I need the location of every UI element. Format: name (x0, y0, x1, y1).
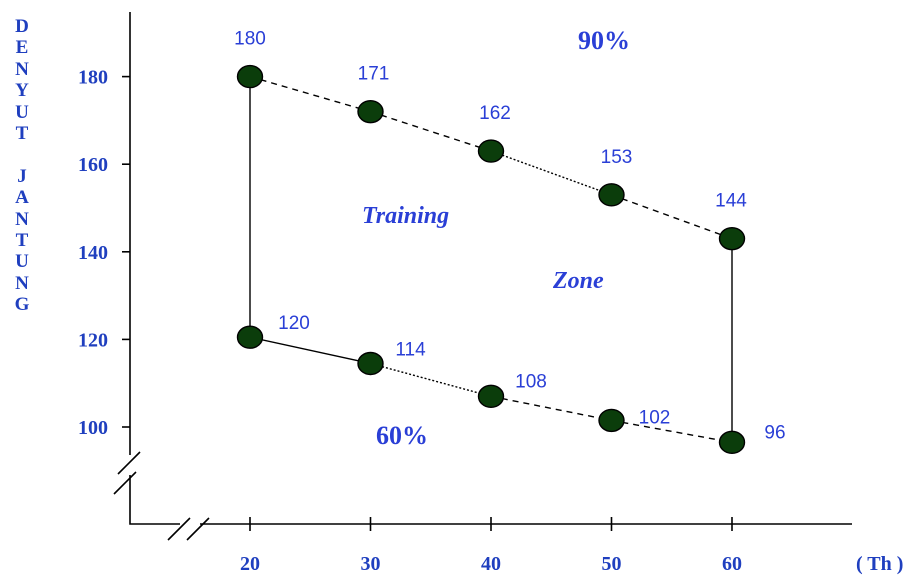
upper-series-segment (611, 194, 733, 240)
upper-data-label: 153 (601, 147, 633, 168)
connector-lines (249, 75, 733, 444)
lower-series-segment (611, 419, 733, 444)
y-axis-label-letter: Y (15, 80, 29, 102)
y-tick-label: 100 (78, 417, 108, 439)
lower-series-segment (370, 362, 492, 398)
y-axis-label-letter: U (15, 101, 29, 123)
y-tick-label: 160 (78, 154, 108, 176)
zone-label-zone: Zone (552, 268, 604, 294)
upper-data-label: 180 (234, 29, 266, 50)
y-axis-line-lower (129, 475, 180, 525)
upper-data-label: 171 (358, 64, 390, 85)
lower-data-point (236, 325, 264, 349)
x-axis-unit-label: ( Th ) (856, 553, 903, 575)
upper-data-label: 162 (479, 103, 511, 124)
x-tick-label: 20 (240, 553, 260, 575)
y-axis-label-letter: G (14, 294, 30, 316)
lower-percent-label: 60% (376, 421, 428, 450)
upper-series-segment (490, 150, 612, 196)
upper-data-point (236, 64, 264, 89)
x-tick-label: 30 (361, 553, 381, 575)
lower-data-label: 114 (395, 339, 426, 360)
lower-data-label: 102 (639, 407, 671, 428)
lower-data-point (598, 408, 625, 433)
data-labels: 180 171 162 153 144 120 114 108 102 96 (234, 29, 785, 444)
lower-data-label: 120 (278, 313, 310, 334)
lower-data-label: 96 (764, 422, 785, 443)
x-tick-label: 60 (722, 553, 742, 575)
lower-data-point (357, 351, 384, 376)
y-axis-label-letter: E (15, 37, 29, 59)
y-tick-label: 120 (78, 329, 108, 351)
y-axis-break-mark (113, 451, 141, 495)
lower-data-point (718, 430, 746, 455)
upper-percent-label: 90% (578, 26, 630, 55)
lower-data-point (477, 384, 505, 409)
upper-series-segment (249, 75, 371, 113)
y-axis-label-letter: T (15, 122, 29, 144)
x-tick-label: 40 (481, 553, 501, 575)
y-axis-label-letter: N (15, 58, 29, 80)
upper-data-point (718, 226, 746, 251)
upper-data-point (598, 183, 625, 207)
y-axis-label-letter: U (15, 251, 29, 273)
axes: 100 120 140 160 180 20 30 40 50 60 (78, 12, 852, 575)
upper-data-label: 144 (715, 191, 747, 212)
data-points (236, 64, 746, 455)
y-axis-label-letter: J (17, 165, 27, 187)
x-axis-break-mark (167, 517, 210, 541)
y-axis-label-letter: A (15, 187, 29, 209)
y-axis-label-letter: N (15, 208, 29, 230)
zone-label-training: Training (362, 203, 449, 229)
lower-series-segment (490, 395, 612, 422)
upper-data-point (477, 139, 505, 163)
y-tick-label: 180 (78, 67, 108, 89)
lower-data-label: 108 (515, 371, 547, 392)
y-axis-label-letter: T (15, 229, 29, 251)
y-axis-label-letter: N (15, 272, 29, 294)
lower-series-segment (249, 336, 371, 365)
upper-series-segment (370, 110, 492, 152)
x-tick-label: 50 (602, 553, 622, 575)
y-tick-label: 140 (78, 242, 108, 264)
upper-data-point (357, 99, 384, 124)
y-axis-label-letter: D (15, 16, 29, 37)
